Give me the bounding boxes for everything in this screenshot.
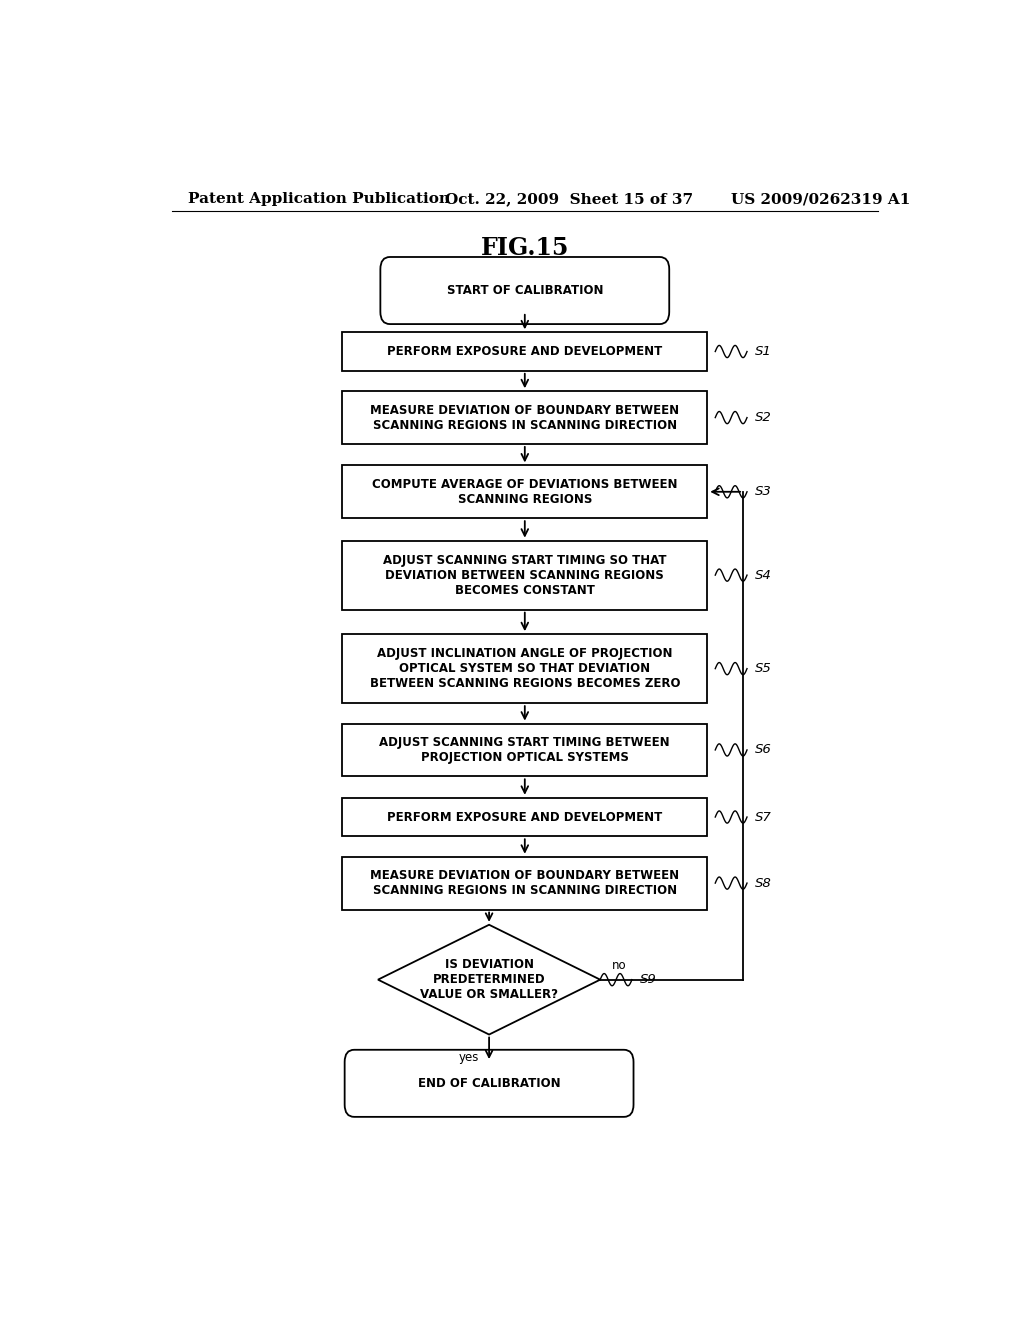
Bar <box>342 333 708 371</box>
Text: S4: S4 <box>755 569 772 582</box>
Text: IS DEVIATION
PREDETERMINED
VALUE OR SMALLER?: IS DEVIATION PREDETERMINED VALUE OR SMAL… <box>420 958 558 1001</box>
Text: S1: S1 <box>755 345 772 358</box>
Text: yes: yes <box>459 1051 479 1064</box>
Text: ADJUST INCLINATION ANGLE OF PROJECTION
OPTICAL SYSTEM SO THAT DEVIATION
BETWEEN : ADJUST INCLINATION ANGLE OF PROJECTION O… <box>370 647 680 690</box>
Bar <box>342 857 708 909</box>
Text: START OF CALIBRATION: START OF CALIBRATION <box>446 284 603 297</box>
Bar <box>342 723 708 776</box>
Bar <box>342 634 708 704</box>
Text: PERFORM EXPOSURE AND DEVELOPMENT: PERFORM EXPOSURE AND DEVELOPMENT <box>387 810 663 824</box>
Bar <box>342 391 708 444</box>
Text: S3: S3 <box>755 486 772 498</box>
FancyBboxPatch shape <box>345 1049 634 1117</box>
Text: S8: S8 <box>755 876 772 890</box>
Bar <box>342 466 708 519</box>
Text: MEASURE DEVIATION OF BOUNDARY BETWEEN
SCANNING REGIONS IN SCANNING DIRECTION: MEASURE DEVIATION OF BOUNDARY BETWEEN SC… <box>371 404 679 432</box>
Text: FIG.15: FIG.15 <box>480 236 569 260</box>
Text: S7: S7 <box>755 810 772 824</box>
Text: no: no <box>612 958 627 972</box>
Text: S2: S2 <box>755 411 772 424</box>
Text: MEASURE DEVIATION OF BOUNDARY BETWEEN
SCANNING REGIONS IN SCANNING DIRECTION: MEASURE DEVIATION OF BOUNDARY BETWEEN SC… <box>371 869 679 898</box>
Bar <box>342 797 708 837</box>
Text: ADJUST SCANNING START TIMING SO THAT
DEVIATION BETWEEN SCANNING REGIONS
BECOMES : ADJUST SCANNING START TIMING SO THAT DEV… <box>383 553 667 597</box>
Text: S5: S5 <box>755 663 772 675</box>
Text: PERFORM EXPOSURE AND DEVELOPMENT: PERFORM EXPOSURE AND DEVELOPMENT <box>387 345 663 358</box>
Polygon shape <box>378 925 600 1035</box>
Text: US 2009/0262319 A1: US 2009/0262319 A1 <box>731 191 910 206</box>
Text: S6: S6 <box>755 743 772 756</box>
Text: ADJUST SCANNING START TIMING BETWEEN
PROJECTION OPTICAL SYSTEMS: ADJUST SCANNING START TIMING BETWEEN PRO… <box>380 737 670 764</box>
Text: S9: S9 <box>640 973 656 986</box>
Text: END OF CALIBRATION: END OF CALIBRATION <box>418 1077 560 1090</box>
Text: Oct. 22, 2009  Sheet 15 of 37: Oct. 22, 2009 Sheet 15 of 37 <box>445 191 693 206</box>
Text: Patent Application Publication: Patent Application Publication <box>187 191 450 206</box>
Text: COMPUTE AVERAGE OF DEVIATIONS BETWEEN
SCANNING REGIONS: COMPUTE AVERAGE OF DEVIATIONS BETWEEN SC… <box>372 478 678 506</box>
Bar <box>342 541 708 610</box>
FancyBboxPatch shape <box>380 257 670 325</box>
